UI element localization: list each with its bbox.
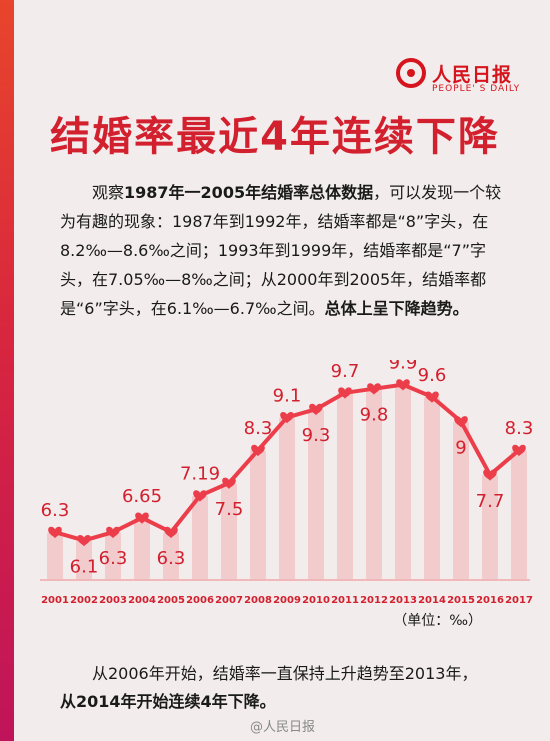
point-marker-2010	[309, 403, 323, 416]
point-marker-2016	[483, 469, 497, 481]
intro-bold-range: 1987年一2005年结婚率总体数据	[124, 183, 374, 202]
weibo-watermark: @人民日报	[250, 720, 316, 735]
data-label-2003: 6.3	[99, 548, 128, 569]
column-2008	[250, 450, 266, 580]
point-marker-2004	[135, 512, 149, 524]
x-tick-2002: 2002	[70, 595, 98, 606]
data-label-2004: 6.65	[122, 486, 162, 507]
x-tick-2001: 2001	[41, 595, 69, 606]
column-2016	[482, 474, 498, 580]
data-label-2007: 7.5	[215, 499, 244, 520]
outro-line-1: 从2006年开始，结婚率一直保持上升趋势至2013年，	[92, 664, 478, 683]
x-tick-2004: 2004	[128, 595, 156, 606]
x-tick-2013: 2013	[389, 595, 417, 606]
x-tick-2008: 2008	[244, 595, 272, 606]
intro-paragraph: 观察1987年一2005年结婚率总体数据，可以发现一个较为有趣的现象：1987年…	[60, 178, 515, 323]
column-2002	[76, 540, 92, 580]
data-label-2001: 6.3	[41, 500, 70, 521]
data-label-2013: 9.9	[389, 360, 418, 374]
point-marker-2006	[193, 490, 207, 502]
point-marker-2009	[280, 411, 294, 424]
at-sign-icon	[396, 58, 426, 88]
point-marker-2008	[251, 444, 265, 457]
data-label-2005: 6.3	[157, 548, 186, 569]
x-tick-2011: 2011	[331, 595, 359, 606]
outro-line-2: 从2014年开始连续4年下降。	[60, 692, 276, 711]
people-daily-logo: 人民日报 PEOPLE' S DAILY	[396, 58, 526, 98]
point-marker-2003	[106, 526, 120, 539]
side-stripe	[0, 0, 14, 741]
logo-english: PEOPLE' S DAILY	[432, 84, 521, 94]
unit-label: （单位：‰）	[393, 613, 482, 629]
data-label-2014: 9.6	[418, 365, 447, 386]
x-tick-2003: 2003	[99, 595, 127, 606]
data-label-2012: 9.8	[360, 405, 389, 426]
point-marker-2011	[338, 387, 352, 399]
data-label-2016: 7.7	[476, 491, 505, 512]
column-2012	[366, 388, 382, 580]
point-marker-2013	[396, 379, 410, 391]
x-tick-2014: 2014	[418, 595, 446, 606]
x-tick-2017: 2017	[505, 595, 533, 606]
point-marker-2015	[454, 416, 468, 428]
page-title: 结婚率最近4年连续下降	[50, 114, 500, 160]
column-2011	[337, 392, 353, 580]
point-marker-2007	[222, 477, 236, 489]
data-label-2017: 8.3	[505, 418, 534, 439]
point-marker-2002	[77, 534, 91, 547]
column-2014	[424, 396, 440, 580]
logo-chinese: 人民日报	[432, 64, 513, 86]
data-label-2015: 9	[455, 438, 466, 459]
point-marker-2001	[48, 526, 62, 539]
point-marker-2012	[367, 383, 381, 395]
x-tick-2007: 2007	[215, 595, 243, 606]
x-tick-2015: 2015	[447, 595, 475, 606]
column-2005	[163, 532, 179, 580]
column-2003	[105, 532, 121, 580]
point-marker-2017	[512, 444, 526, 457]
x-tick-2016: 2016	[476, 595, 504, 606]
outro-paragraph: 从2006年开始，结婚率一直保持上升趋势至2013年， 从2014年开始连续4年…	[60, 660, 520, 716]
x-tick-2012: 2012	[360, 595, 388, 606]
point-marker-2005	[164, 526, 178, 539]
column-2004	[134, 517, 150, 580]
data-label-2009: 9.1	[273, 385, 302, 406]
intro-bold-trend: 总体上呈下降趋势。	[324, 299, 469, 318]
column-2017	[511, 450, 527, 580]
intro-body: ，可以发现一个较为有趣的现象：1987年到1992年，结婚率都是“8”字头，在8…	[60, 183, 502, 318]
data-label-2008: 8.3	[244, 418, 273, 439]
marriage-rate-chart: 6.36.1 6.36.656.37.197.58.39.19.39.79.89.…	[40, 360, 534, 606]
column-2006	[192, 495, 208, 580]
column-2007	[221, 483, 237, 580]
column-2001	[47, 532, 63, 580]
data-label-2002: 6.1	[70, 556, 99, 577]
x-tick-2009: 2009	[273, 595, 301, 606]
data-label-2006: 7.19	[180, 464, 220, 485]
intro-lead: 观察	[92, 183, 125, 202]
column-2015	[453, 421, 469, 580]
data-label-2010: 9.3	[302, 425, 331, 446]
x-tick-2005: 2005	[157, 595, 185, 606]
x-tick-2006: 2006	[186, 595, 214, 606]
data-label-2011: 9.7	[331, 361, 360, 382]
column-2009	[279, 417, 295, 580]
column-2013	[395, 384, 411, 580]
x-tick-2010: 2010	[302, 595, 330, 606]
point-marker-2014	[425, 391, 439, 403]
column-2010	[308, 409, 324, 580]
